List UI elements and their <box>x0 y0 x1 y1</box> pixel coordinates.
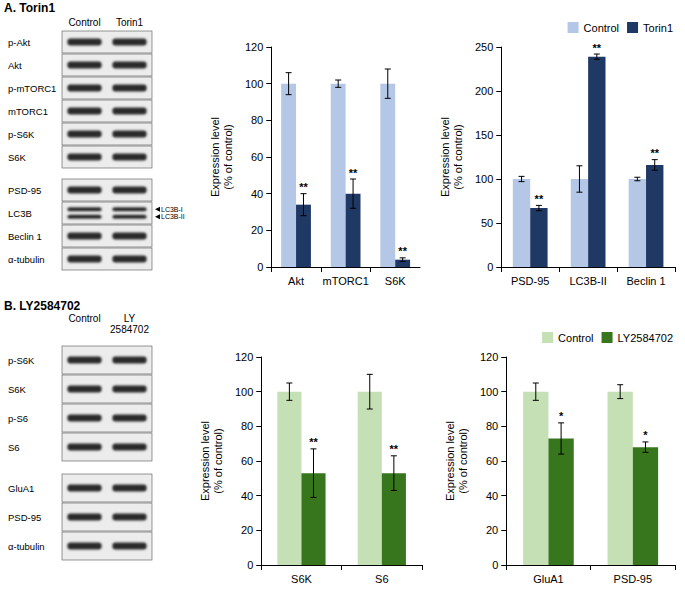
svg-text:**: ** <box>398 245 407 257</box>
svg-text:60: 60 <box>241 455 253 467</box>
svg-text:(% of control): (% of control) <box>212 428 224 493</box>
svg-text:80: 80 <box>241 420 253 432</box>
svg-text:α-tubulin: α-tubulin <box>8 254 45 265</box>
svg-text:100: 100 <box>480 386 498 398</box>
svg-text:S6K: S6K <box>8 384 27 395</box>
svg-text:**: ** <box>593 42 602 54</box>
svg-text:**: ** <box>650 147 659 159</box>
svg-text:60: 60 <box>486 455 498 467</box>
svg-text:p-S6K: p-S6K <box>8 355 35 366</box>
svg-text:Beclin 1: Beclin 1 <box>8 231 42 242</box>
svg-text:*: * <box>559 410 564 422</box>
svg-text:PSD-95: PSD-95 <box>614 573 653 585</box>
svg-text:0: 0 <box>487 261 493 273</box>
svg-text:Expression level: Expression level <box>209 117 221 197</box>
svg-text:**: ** <box>535 193 544 205</box>
svg-text:**: ** <box>299 181 308 193</box>
svg-text:20: 20 <box>251 224 263 236</box>
svg-text:S6: S6 <box>8 442 20 453</box>
svg-text:80: 80 <box>486 420 498 432</box>
svg-text:(% of control): (% of control) <box>452 124 464 189</box>
svg-text:50: 50 <box>481 217 493 229</box>
svg-text:60: 60 <box>251 151 263 163</box>
svg-text:LY2584702: LY2584702 <box>618 332 673 344</box>
svg-text:p-S6K: p-S6K <box>8 129 35 140</box>
svg-text:Expression level: Expression level <box>439 117 451 197</box>
svg-text:Torin1: Torin1 <box>643 22 673 34</box>
svg-text:p-mTORC1: p-mTORC1 <box>8 83 56 94</box>
svg-text:S6: S6 <box>375 573 388 585</box>
svg-text:200: 200 <box>475 85 493 97</box>
svg-text:A. Torin1: A. Torin1 <box>4 1 55 15</box>
svg-text:0: 0 <box>257 261 263 273</box>
svg-text:40: 40 <box>241 490 253 502</box>
svg-text:**: ** <box>309 436 318 448</box>
svg-text:**: ** <box>349 167 358 179</box>
svg-text:120: 120 <box>480 351 498 363</box>
svg-text:p-Akt: p-Akt <box>8 37 31 48</box>
svg-text:100: 100 <box>245 78 263 90</box>
svg-text:PSD-95: PSD-95 <box>8 512 41 523</box>
svg-text:0: 0 <box>492 559 498 571</box>
svg-text:PSD-95: PSD-95 <box>511 275 550 287</box>
svg-text:LC3B-I: LC3B-I <box>161 206 183 213</box>
svg-text:LC3B: LC3B <box>8 208 32 219</box>
svg-text:Control: Control <box>68 17 100 28</box>
svg-text:150: 150 <box>475 129 493 141</box>
svg-text:Akt: Akt <box>288 275 304 287</box>
svg-text:p-S6: p-S6 <box>8 413 28 424</box>
svg-text:40: 40 <box>486 490 498 502</box>
svg-text:LC3B-II: LC3B-II <box>161 213 185 220</box>
svg-text:120: 120 <box>245 41 263 53</box>
svg-text:mTORC1: mTORC1 <box>8 106 48 117</box>
svg-text:Beclin 1: Beclin 1 <box>626 275 665 287</box>
svg-text:100: 100 <box>475 173 493 185</box>
svg-text:Akt: Akt <box>8 60 22 71</box>
svg-text:Control: Control <box>558 332 593 344</box>
svg-text:B. LY2584702: B. LY2584702 <box>4 299 81 313</box>
svg-text:(% of control): (% of control) <box>457 428 469 493</box>
svg-text:40: 40 <box>251 188 263 200</box>
svg-text:GluA1: GluA1 <box>8 483 34 494</box>
svg-text:(% of control): (% of control) <box>222 124 234 189</box>
svg-text:250: 250 <box>475 41 493 53</box>
svg-text:Expression level: Expression level <box>444 421 456 501</box>
svg-text:0: 0 <box>247 559 253 571</box>
svg-text:PSD-95: PSD-95 <box>8 185 41 196</box>
svg-text:S6K: S6K <box>8 152 27 163</box>
svg-text:Torin1: Torin1 <box>116 17 144 28</box>
svg-text:GluA1: GluA1 <box>533 573 564 585</box>
svg-text:α-tubulin: α-tubulin <box>8 541 45 552</box>
svg-text:**: ** <box>390 443 399 455</box>
svg-text:80: 80 <box>251 114 263 126</box>
svg-text:120: 120 <box>235 351 253 363</box>
svg-text:S6K: S6K <box>291 573 312 585</box>
svg-text:Control: Control <box>68 313 100 324</box>
svg-text:Control: Control <box>584 22 619 34</box>
svg-text:20: 20 <box>486 524 498 536</box>
svg-text:*: * <box>643 429 648 441</box>
svg-text:S6K: S6K <box>385 275 406 287</box>
svg-text:mTORC1: mTORC1 <box>323 275 369 287</box>
svg-text:Expression level: Expression level <box>199 421 211 501</box>
svg-text:LY2584702: LY2584702 <box>110 313 149 335</box>
svg-text:100: 100 <box>235 386 253 398</box>
svg-text:LC3B-II: LC3B-II <box>569 275 606 287</box>
svg-text:20: 20 <box>241 524 253 536</box>
